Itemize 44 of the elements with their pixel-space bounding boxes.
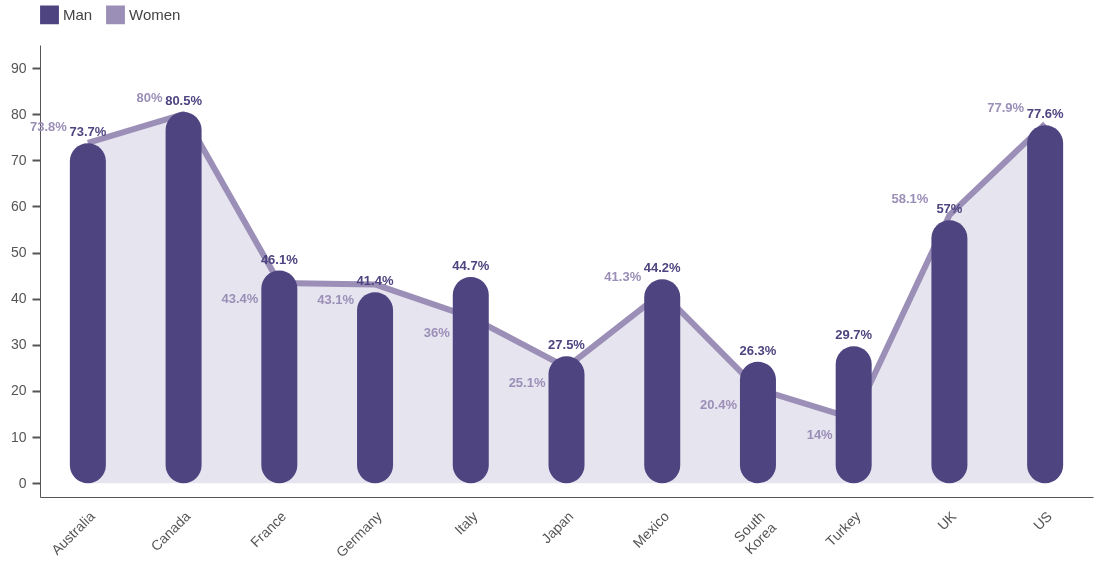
data-label: 44.7% bbox=[452, 258, 490, 273]
y-tick-label: 60 bbox=[10, 197, 27, 214]
data-label: 73.7% bbox=[69, 124, 107, 140]
data-label: 43.4% bbox=[221, 290, 259, 306]
data-label: 27.5% bbox=[548, 337, 586, 353]
data-label: 36% bbox=[423, 325, 451, 341]
x-tick-label: US bbox=[1029, 508, 1056, 534]
data-label: 58.1% bbox=[891, 191, 929, 207]
bar bbox=[548, 356, 585, 484]
data-label: 80% bbox=[136, 90, 164, 106]
y-tick-label: 0 bbox=[18, 474, 27, 491]
y-tick-label: 20 bbox=[10, 382, 27, 399]
bar bbox=[835, 346, 872, 484]
bar bbox=[69, 143, 106, 484]
data-label: 80.5% bbox=[165, 92, 203, 108]
bar bbox=[644, 279, 681, 484]
y-tick-label: 40 bbox=[10, 290, 27, 307]
data-label: 77.9% bbox=[987, 99, 1025, 115]
y-tick-label: 30 bbox=[10, 336, 27, 353]
data-label: 20.4% bbox=[700, 397, 738, 413]
y-tick-label: 70 bbox=[10, 151, 27, 168]
y-tick-label: 90 bbox=[10, 59, 27, 76]
bar bbox=[739, 361, 776, 484]
data-label: 25.1% bbox=[508, 375, 546, 391]
data-label: 14% bbox=[806, 426, 834, 442]
data-label: 43.1% bbox=[317, 292, 355, 308]
x-tick-label: UK bbox=[934, 507, 960, 534]
data-label: 41.3% bbox=[604, 268, 642, 284]
bar bbox=[165, 111, 202, 484]
legend-label: Women bbox=[129, 5, 181, 23]
bar bbox=[261, 270, 298, 484]
data-label: 29.7% bbox=[835, 327, 873, 343]
y-tick-label: 10 bbox=[10, 428, 27, 445]
x-tick-label: Italy bbox=[451, 508, 481, 538]
y-tick-label: 80 bbox=[10, 105, 27, 122]
data-label: 77.6% bbox=[1026, 106, 1064, 122]
bar bbox=[452, 277, 489, 484]
y-tick-label: 50 bbox=[10, 244, 27, 261]
data-label: 26.3% bbox=[739, 342, 777, 358]
bar bbox=[931, 220, 968, 484]
bar bbox=[1027, 125, 1064, 484]
bar bbox=[357, 292, 394, 484]
data-label: 44.2% bbox=[643, 260, 682, 276]
legend-label: Man bbox=[63, 5, 93, 23]
